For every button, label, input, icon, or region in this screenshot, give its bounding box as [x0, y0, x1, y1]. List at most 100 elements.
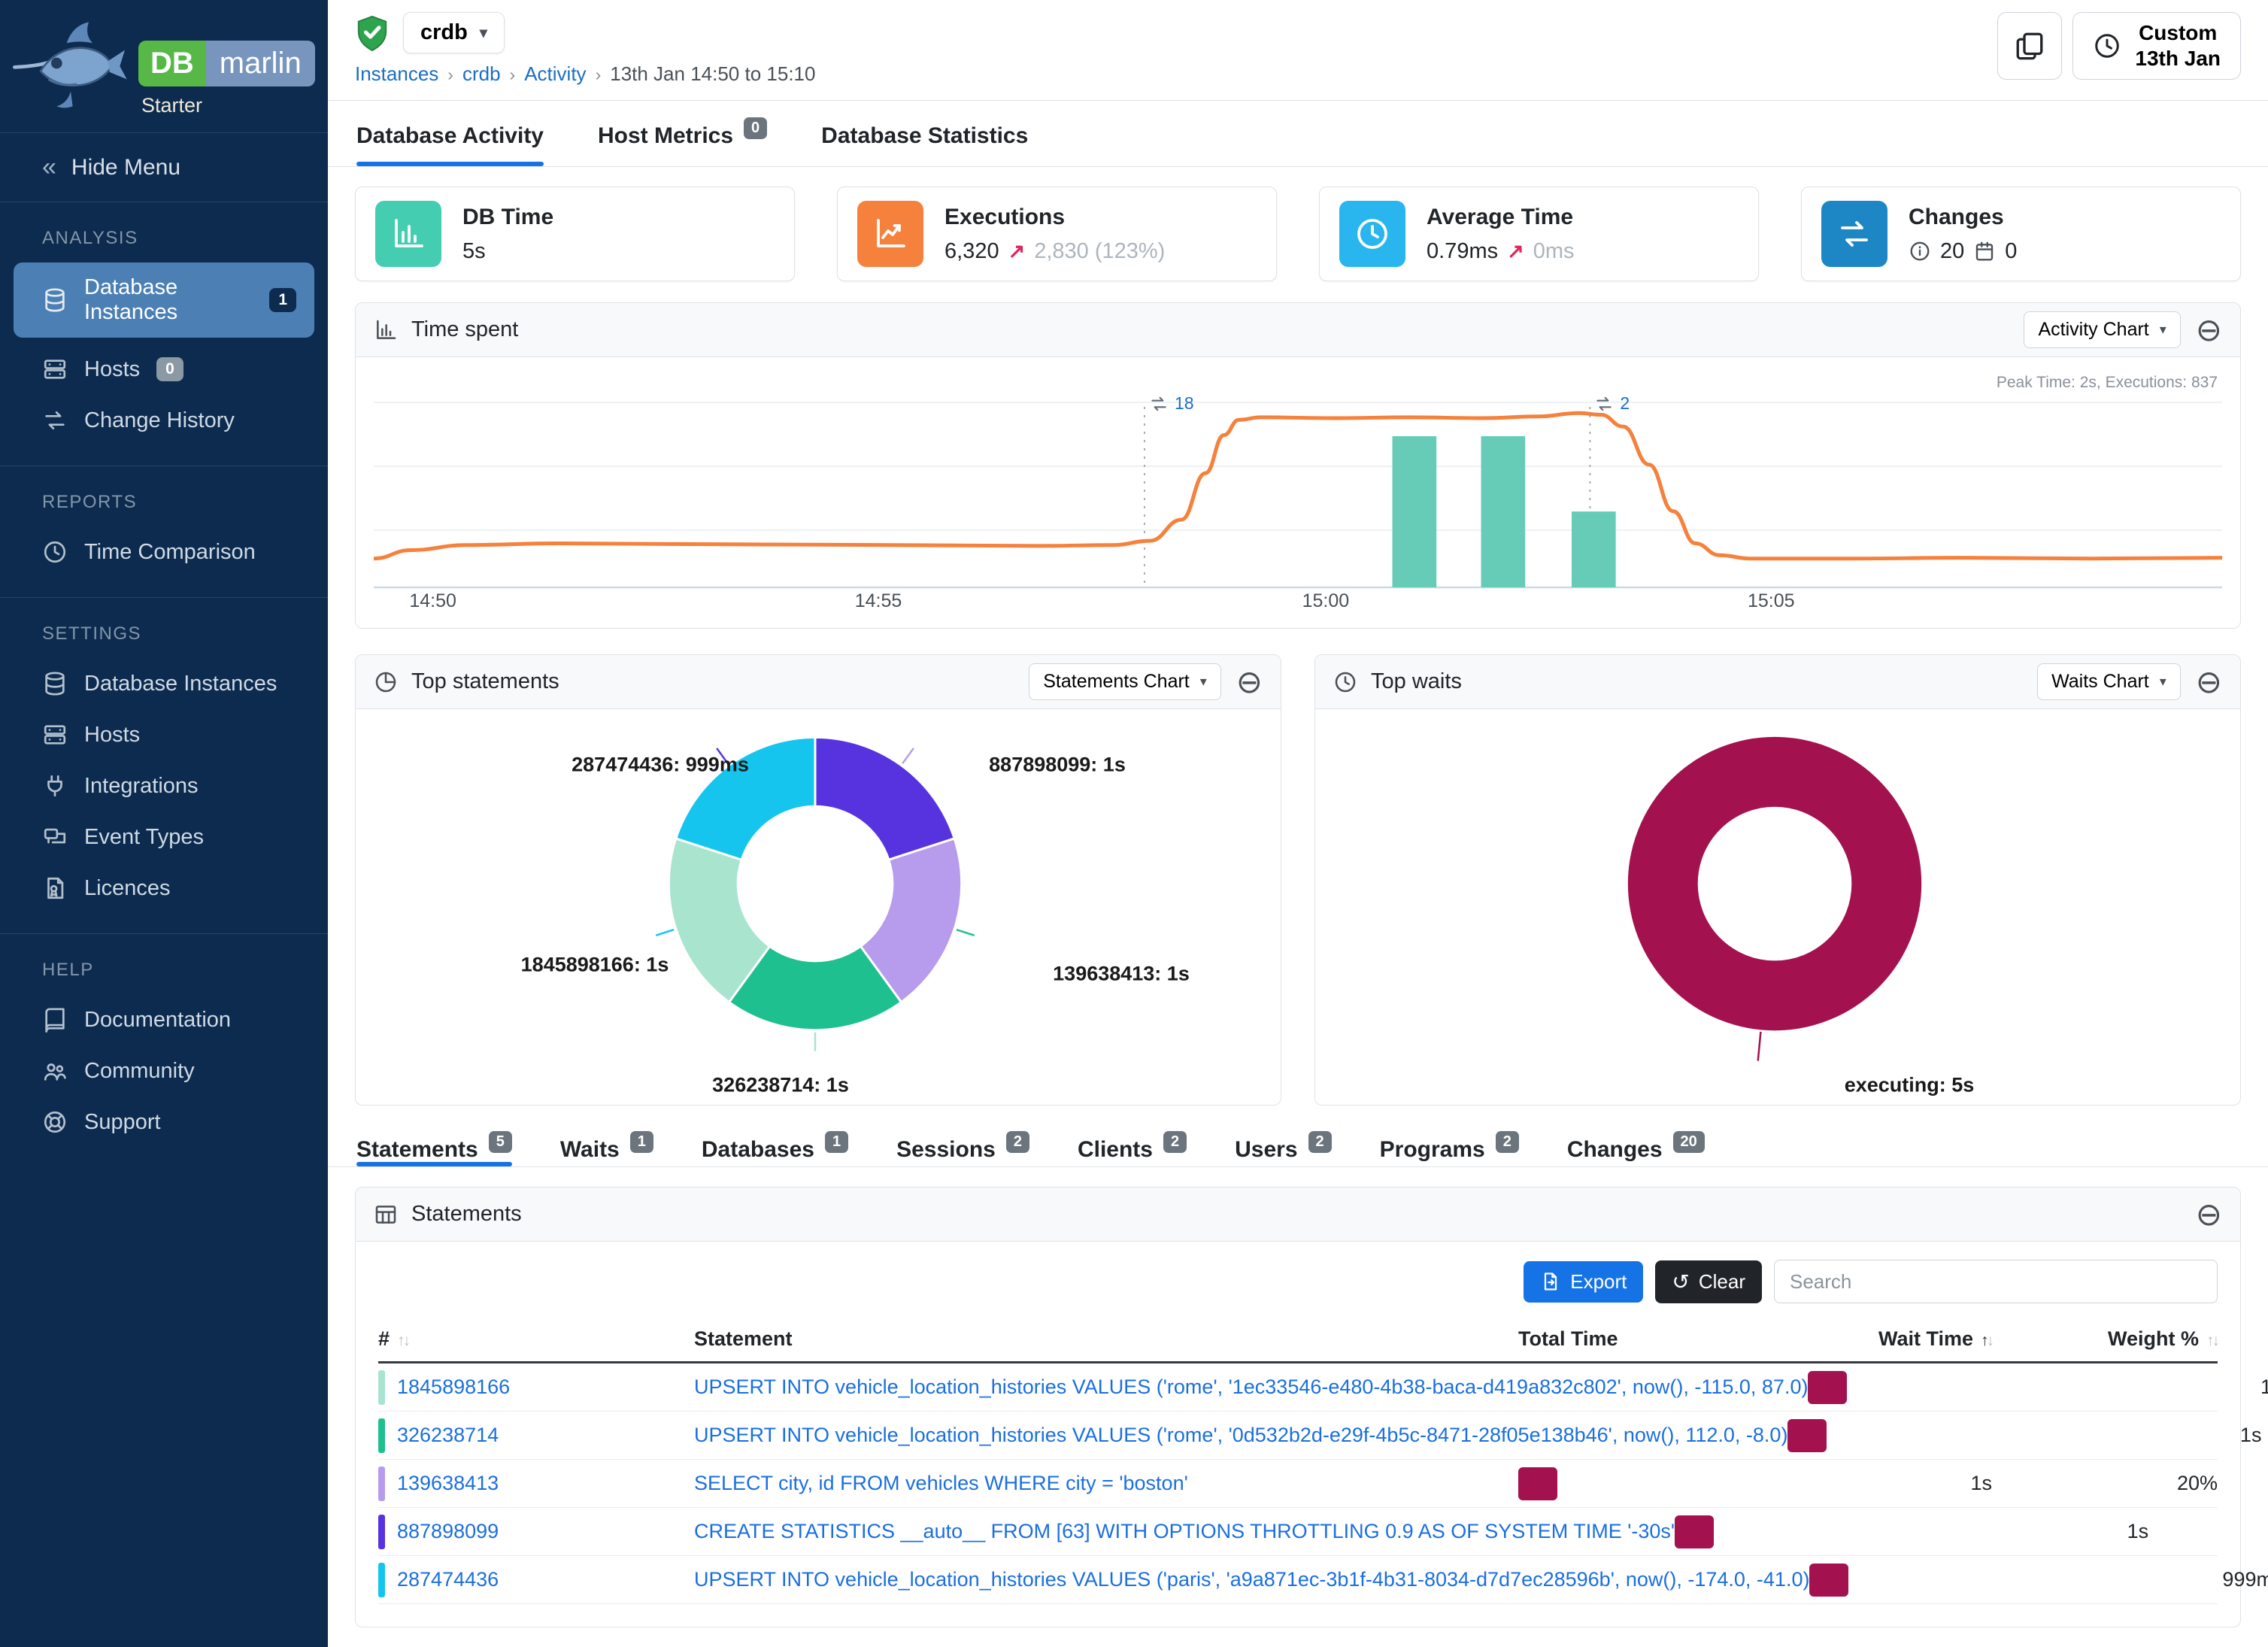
- statement-id-link[interactable]: 287474436: [397, 1568, 499, 1591]
- sidebar-item-database-instances[interactable]: Database Instances 1: [14, 262, 314, 338]
- wait-time-value: 999ms: [2222, 1568, 2268, 1591]
- total-time-bar: [1809, 1563, 1849, 1597]
- count-badge: 1: [629, 1131, 653, 1153]
- change-count: 2: [1620, 393, 1630, 413]
- tab-database-statistics[interactable]: Database Statistics: [821, 101, 1028, 166]
- sidebar-item-support[interactable]: Support: [0, 1096, 328, 1148]
- sort-icon: ↑↓: [1981, 1332, 1994, 1349]
- breadcrumb-link[interactable]: crdb: [462, 62, 501, 85]
- table-row: 287474436 UPSERT INTO vehicle_location_hi…: [378, 1556, 2268, 1604]
- collapse-panel-button[interactable]: ⊖: [2195, 1196, 2222, 1232]
- time-spent-panel: Time spent Activity Chart ▾ ⊖ Peak Time:…: [355, 302, 2241, 629]
- count-badge: 1: [269, 288, 296, 312]
- time-range-line1: Custom: [2139, 21, 2218, 45]
- detail-tab-clients[interactable]: Clients 2: [1078, 1128, 1187, 1166]
- tab-label: Waits: [559, 1136, 620, 1162]
- server-icon: [42, 356, 68, 382]
- detail-tab-waits[interactable]: Waits 1: [560, 1128, 653, 1166]
- total-time-bar: [1787, 1418, 1827, 1452]
- sidebar-item-label: Integrations: [84, 773, 199, 798]
- tab-label: Database Statistics: [821, 123, 1029, 148]
- statement-text-link[interactable]: SELECT city, id FROM vehicles WHERE city…: [694, 1472, 1188, 1494]
- weight-value: 20%: [2261, 1424, 2268, 1447]
- panel-title: Time spent: [411, 317, 519, 341]
- sort-icon: ↑↓: [2206, 1332, 2220, 1349]
- breadcrumb-link[interactable]: Activity: [524, 62, 587, 85]
- sidebar-item-change-history[interactable]: Change History: [0, 395, 328, 446]
- wait-time-value: 1s: [2127, 1520, 2149, 1542]
- top-waits-header: Top waits Waits Chart ▾ ⊖: [1315, 655, 2240, 709]
- detail-tab-changes[interactable]: Changes 20: [1567, 1128, 1705, 1166]
- change-marker[interactable]: 18: [1149, 393, 1194, 414]
- instance-selector[interactable]: crdb ▾: [403, 12, 505, 53]
- time-range-button[interactable]: Custom 13th Jan: [2072, 12, 2241, 80]
- column-header-wait-time[interactable]: Wait Time ↑↓: [1878, 1327, 1994, 1350]
- sidebar-item-hosts[interactable]: Hosts 0: [0, 344, 328, 395]
- plug-icon: [42, 773, 68, 799]
- statement-id-link[interactable]: 326238714: [397, 1424, 499, 1446]
- kpi-card-average-time: Average Time 0.79ms ↗ 0ms: [1319, 187, 1759, 281]
- breadcrumb-link[interactable]: Instances: [355, 62, 439, 85]
- clock-icon: [2093, 32, 2121, 60]
- changes-events-count: 20: [1940, 238, 1965, 263]
- sort-icon: ↑↓: [397, 1332, 411, 1349]
- sidebar-item-community[interactable]: Community: [0, 1045, 328, 1096]
- sidebar-item-label: Hosts: [84, 356, 141, 381]
- health-shield-icon: [357, 15, 387, 51]
- statement-text-link[interactable]: CREATE STATISTICS __auto__ FROM [63] WIT…: [694, 1520, 1675, 1542]
- search-input[interactable]: [1774, 1260, 2218, 1303]
- collapse-panel-button[interactable]: ⊖: [1236, 663, 1263, 699]
- export-button[interactable]: Export: [1524, 1260, 1644, 1303]
- sidebar-item-documentation[interactable]: Documentation: [0, 994, 328, 1045]
- sidebar-item-event-types[interactable]: Event Types: [0, 811, 328, 863]
- trend-up-icon: ↗: [1507, 239, 1524, 262]
- detail-tab-databases[interactable]: Databases 1: [702, 1128, 849, 1166]
- tab-host-metrics[interactable]: Host Metrics 0: [598, 101, 768, 166]
- detail-tabs: Statements 5 Waits 1 Databases 1 Sessions 2 Clie…: [328, 1106, 2268, 1167]
- top-statements-donut[interactable]: 887898099: 1s 139638413: 1s 326238714: 1s 1…: [356, 709, 1281, 1105]
- wait-time-value: 1s: [2260, 1376, 2268, 1398]
- sidebar-item-label: Licences: [84, 875, 171, 900]
- tab-database-activity[interactable]: Database Activity: [356, 101, 544, 166]
- time-range-line2: 13th Jan: [2135, 47, 2221, 70]
- info-icon: [1909, 240, 1931, 262]
- table-body: 1845898166 UPSERT INTO vehicle_location_h…: [378, 1363, 2268, 1604]
- clear-button[interactable]: ↺ Clear: [1655, 1260, 1762, 1303]
- column-header--[interactable]: # ↑↓: [378, 1327, 411, 1350]
- top-waits-donut[interactable]: executing: 5s: [1315, 709, 2240, 1105]
- hide-menu-button[interactable]: « Hide Menu: [0, 132, 328, 202]
- statement-id-link[interactable]: 887898099: [397, 1520, 499, 1542]
- sidebar-item-time-comparison[interactable]: Time Comparison: [0, 526, 328, 578]
- kpi-delta: 2,830 (123%): [1034, 238, 1166, 263]
- statement-text-link[interactable]: UPSERT INTO vehicle_location_histories V…: [694, 1568, 1810, 1591]
- activity-chart-selector[interactable]: Activity Chart ▾: [2024, 311, 2181, 348]
- detail-tab-sessions[interactable]: Sessions 2: [896, 1128, 1029, 1166]
- count-badge: 1: [824, 1131, 849, 1153]
- sidebar-item-database-instances[interactable]: Database Instances: [0, 658, 328, 709]
- logo: DB marlin Starter: [0, 0, 328, 132]
- kpi-value: 0.79ms: [1427, 238, 1499, 263]
- statement-id-link[interactable]: 1845898166: [397, 1376, 511, 1398]
- support-icon: [42, 1109, 68, 1135]
- sidebar-item-licences[interactable]: Licences: [0, 863, 328, 914]
- sidebar-item-hosts[interactable]: Hosts: [0, 709, 328, 760]
- collapse-panel-button[interactable]: ⊖: [2195, 663, 2222, 699]
- detail-tab-users[interactable]: Users 2: [1235, 1128, 1332, 1166]
- logo-marlin-badge: marlin: [205, 41, 315, 86]
- waits-chart-selector[interactable]: Waits Chart ▾: [2037, 663, 2181, 700]
- column-header-weight-[interactable]: Weight % ↑↓: [2108, 1327, 2220, 1350]
- detail-tab-statements[interactable]: Statements 5: [356, 1128, 512, 1166]
- swap-icon: [1149, 394, 1169, 414]
- sidebar-item-integrations[interactable]: Integrations: [0, 760, 328, 811]
- detail-tab-programs[interactable]: Programs 2: [1380, 1128, 1519, 1166]
- change-marker[interactable]: 2: [1594, 393, 1630, 414]
- statement-id-link[interactable]: 139638413: [397, 1472, 499, 1494]
- statement-text-link[interactable]: UPSERT INTO vehicle_location_histories V…: [694, 1376, 1809, 1398]
- statement-text-link[interactable]: UPSERT INTO vehicle_location_histories V…: [694, 1424, 1788, 1446]
- collapse-panel-button[interactable]: ⊖: [2195, 311, 2222, 347]
- statements-chart-selector[interactable]: Statements Chart ▾: [1029, 663, 1221, 700]
- copy-link-button[interactable]: [1997, 12, 2063, 80]
- db-time-tile-icon: [375, 201, 441, 267]
- time-spent-chart[interactable]: Peak Time: 2s, Executions: 837 14:50 14:5…: [374, 363, 2222, 628]
